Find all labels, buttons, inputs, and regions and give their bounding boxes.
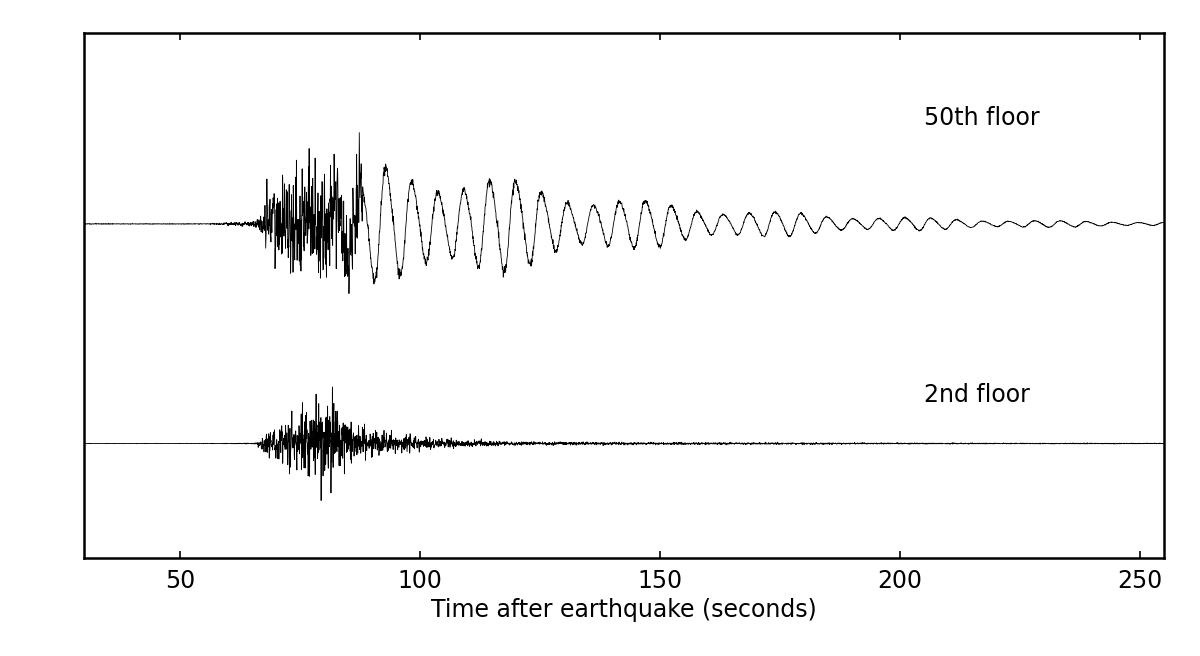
Text: 2nd floor: 2nd floor bbox=[924, 383, 1030, 407]
X-axis label: Time after earthquake (seconds): Time after earthquake (seconds) bbox=[431, 598, 817, 623]
Text: 50th floor: 50th floor bbox=[924, 106, 1039, 131]
